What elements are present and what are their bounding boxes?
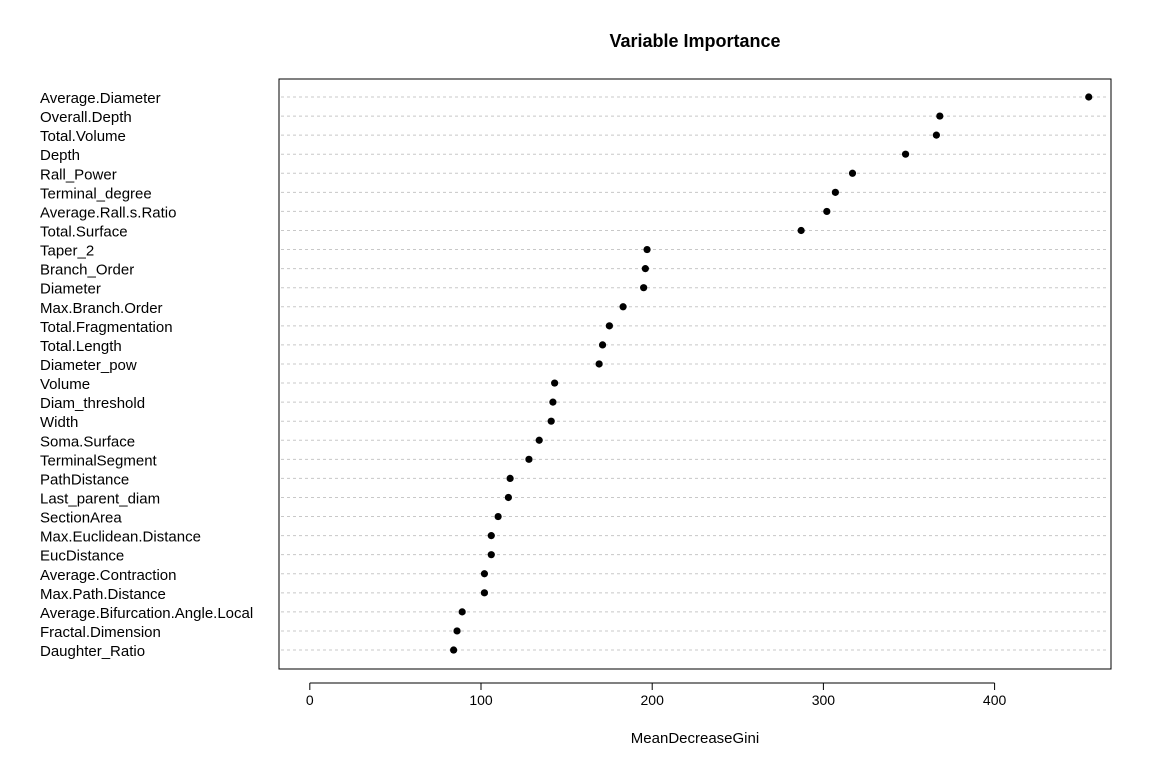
data-point (823, 207, 831, 216)
data-point (480, 589, 489, 597)
category-label: Branch_Order (40, 262, 134, 279)
data-point (831, 188, 839, 196)
data-point (595, 360, 603, 368)
category-label: Volume (40, 376, 90, 393)
x-tick-label: 200 (641, 692, 665, 708)
data-point (480, 570, 489, 578)
category-label: Daughter_Ratio (40, 643, 145, 660)
category-label: Max.Path.Distance (40, 586, 166, 603)
category-label: Max.Branch.Order (40, 300, 163, 317)
data-point (598, 341, 607, 349)
x-tick-label: 400 (983, 692, 1007, 708)
data-point (641, 265, 649, 273)
data-point (640, 284, 648, 292)
data-point (643, 245, 651, 254)
x-axis: 0 100 200 300 400 (306, 682, 1007, 708)
gridlines (281, 96, 1109, 651)
data-point (535, 436, 543, 444)
category-label: Depth (40, 147, 80, 164)
category-label: Max.Euclidean.Distance (40, 529, 201, 546)
data-point (848, 169, 857, 177)
category-label: Overall.Depth (40, 109, 132, 126)
data-point (453, 627, 461, 635)
x-tick-label: 100 (469, 692, 493, 708)
data-points (450, 93, 1093, 654)
data-point (901, 150, 910, 158)
category-label: Diam_threshold (40, 395, 145, 412)
category-label: Width (40, 414, 78, 431)
data-point (549, 398, 557, 406)
category-label: Diameter_pow (40, 357, 137, 374)
x-tick-label: 0 (306, 692, 314, 708)
category-label: Last_parent_diam (40, 490, 160, 507)
category-label: Average.Contraction (40, 567, 176, 584)
category-label: Soma.Surface (40, 433, 135, 450)
category-label: Taper_2 (40, 243, 94, 260)
data-point (506, 474, 514, 482)
category-labels: Average.Diameter Overall.Depth Total.Volum… (40, 90, 253, 660)
category-label: Average.Rall.s.Ratio (40, 204, 176, 221)
category-label: Rall_Power (40, 166, 117, 183)
category-label: Average.Bifurcation.Angle.Local (40, 605, 253, 622)
plot-frame (278, 78, 1112, 670)
category-label: Diameter (40, 281, 101, 298)
x-tick-label: 300 (812, 692, 836, 708)
x-axis-label: MeanDecreaseGini (631, 730, 759, 747)
category-label: Total.Volume (40, 128, 126, 145)
data-point (547, 417, 555, 425)
category-label: Total.Fragmentation (40, 319, 173, 336)
data-point (605, 322, 614, 330)
category-label: Total.Length (40, 338, 122, 355)
data-point (797, 226, 805, 235)
category-label: Terminal_degree (40, 185, 152, 202)
data-point (504, 493, 512, 502)
data-point (450, 646, 458, 654)
data-point (494, 512, 502, 521)
data-point (619, 303, 627, 311)
data-point (1085, 93, 1093, 101)
data-point (936, 112, 944, 120)
category-label: PathDistance (40, 471, 129, 488)
category-label: Total.Surface (40, 223, 128, 240)
chart-title: Variable Importance (609, 31, 780, 51)
data-point (458, 608, 466, 616)
category-label: TerminalSegment (40, 452, 158, 469)
data-point (551, 379, 559, 387)
category-label: Average.Diameter (40, 90, 161, 107)
category-label: EucDistance (40, 548, 124, 565)
category-label: Fractal.Dimension (40, 624, 161, 641)
data-point (487, 532, 495, 540)
category-label: SectionArea (40, 510, 122, 527)
data-point (932, 131, 940, 139)
data-point (487, 551, 495, 559)
data-point (525, 455, 533, 463)
